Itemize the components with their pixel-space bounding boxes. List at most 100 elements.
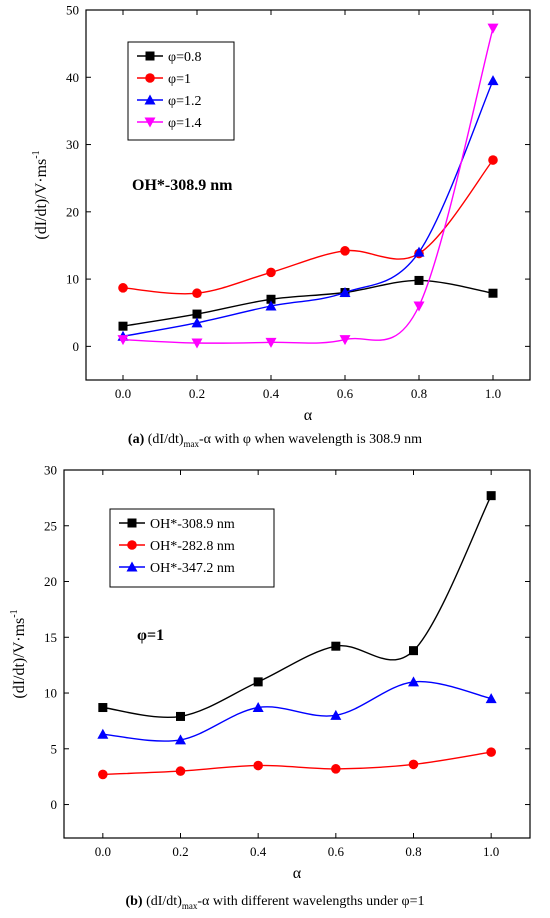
caption-a-pre: (dI/dt) xyxy=(144,432,184,447)
chart-b-series-line xyxy=(102,680,492,742)
chart-b: 0.0 0.2 0.4 0.6 0.8 1.0 0 5 10 15 20 25 30 α (dI/dt)/V… xyxy=(9,463,531,882)
chart-b-data-point xyxy=(98,703,108,713)
chart-a-legend-marker xyxy=(145,51,155,61)
chart-a-data-point xyxy=(191,338,203,349)
chart-b-series-2 xyxy=(97,676,497,745)
caption-a-letter: (a) xyxy=(127,432,145,447)
chart-b-x-tick-label: 0.4 xyxy=(250,844,267,859)
chart-a-data-point xyxy=(266,294,276,304)
caption-a: (a) (dI/dt)max-α with φ when wavelength … xyxy=(0,432,550,449)
chart-a-data-point xyxy=(339,287,351,298)
chart-a-x-tick-label: 0.4 xyxy=(263,386,280,401)
caption-a-sub: max xyxy=(183,438,200,449)
chart-b-plot-frame xyxy=(63,469,531,839)
chart-b-x-axis-label: α xyxy=(293,865,302,882)
chart-b-y-tick-label: 15 xyxy=(44,630,57,645)
chart-a-x-tick-label: 1.0 xyxy=(485,386,501,401)
chart-b-data-point xyxy=(253,760,263,771)
chart-a-x-tick-label: 0.6 xyxy=(337,386,354,401)
caption-b-post: -α with different wavelengths under φ=1 xyxy=(197,894,425,909)
chart-a-legend-label: φ=1 xyxy=(168,72,191,87)
chart-b-legend-label: OH*-308.9 nm xyxy=(150,517,235,532)
chart-a-data-point xyxy=(487,75,499,86)
chart-a-legend-marker xyxy=(144,94,156,105)
chart-b-x-tick-label: 0.2 xyxy=(172,844,188,859)
chart-a-x-tick-label: 0.2 xyxy=(189,386,205,401)
chart-a-series-1 xyxy=(118,155,498,299)
chart-b-y-axis-label-main: (dI/dt)/V·ms xyxy=(11,618,28,699)
caption-b: (b) (dI/dt)max-α with different waveleng… xyxy=(0,894,550,911)
chart-a-data-point xyxy=(117,335,129,346)
chart-a-data-point xyxy=(414,275,424,285)
chart-a-y-axis-label-main: (dI/dt)/V·ms xyxy=(33,159,50,240)
chart-a-data-point xyxy=(191,317,203,328)
chart-a-data-point xyxy=(488,288,498,298)
caption-a-post: -α with φ when wavelength is 308.9 nm xyxy=(199,432,423,447)
chart-a-data-point xyxy=(118,321,128,331)
chart-a-legend-label: φ=1.2 xyxy=(168,94,201,109)
chart-b-x-tick-label: 0.6 xyxy=(328,844,345,859)
chart-b-data-point xyxy=(97,728,109,739)
chart-b-series-0 xyxy=(98,491,496,721)
chart-a-x-axis-label: α xyxy=(304,407,313,424)
chart-b-data-point xyxy=(486,747,496,757)
chart-a-series-3 xyxy=(117,23,499,349)
chart-b-legend-marker xyxy=(127,540,137,550)
chart-a-x-tick-label: 0.0 xyxy=(115,386,131,401)
chart-a-y-tick-label: 30 xyxy=(66,137,79,152)
chart-a-y-tick-label: 0 xyxy=(73,339,80,354)
chart-a-y-tick-label: 40 xyxy=(66,70,79,85)
chart-a-data-point xyxy=(118,283,128,293)
chart-b-data-point xyxy=(252,702,264,713)
chart-b-legend-label: OH*-347.2 nm xyxy=(150,561,235,576)
chart-b-y-tick-label: 5 xyxy=(51,741,58,756)
chart-a: 0.0 0.2 0.4 0.6 0.8 1.0 0 10 20 30 40 50 α (dI/dt)/V·… xyxy=(31,3,531,424)
chart-a-y-axis-label: (dI/dt)/V·ms-1 xyxy=(31,150,50,239)
chart-b-data-point xyxy=(331,764,341,774)
chart-b-data-point xyxy=(408,759,419,770)
chart-b-data-point xyxy=(408,676,419,687)
chart-b-x-tick-label: 0.0 xyxy=(95,844,111,859)
chart-b-legend-marker xyxy=(127,518,137,528)
chart-a-y-axis-label-sup: -1 xyxy=(31,150,42,158)
chart-b-x-tick-label: 1.0 xyxy=(483,844,499,859)
chart-b-y-tick-label: 25 xyxy=(44,518,57,533)
chart-a-data-point xyxy=(487,23,499,34)
chart-a-data-point xyxy=(192,309,202,319)
chart-b-y-tick-label: 30 xyxy=(44,463,57,478)
chart-b-y-axis-label-sup: -1 xyxy=(9,609,20,617)
chart-b-annotation: φ=1 xyxy=(137,627,164,644)
chart-a-data-point xyxy=(266,267,276,278)
chart-a-plot-frame xyxy=(85,9,531,381)
chart-b-legend-box xyxy=(109,508,275,588)
chart-a-data-point xyxy=(340,246,350,256)
chart-b-y-tick-label: 10 xyxy=(44,686,57,701)
chart-a-x-tick-label: 0.8 xyxy=(411,386,427,401)
chart-b-data-point xyxy=(175,734,186,745)
chart-b-y-tick-label: 0 xyxy=(51,797,58,812)
chart-a-legend-label: φ=0.8 xyxy=(168,50,201,65)
chart-a-legend: φ=0.8 φ=1 φ=1.2 φ=1.4 xyxy=(127,41,235,141)
chart-a-annotation: OH*-308.9 nm xyxy=(132,177,233,194)
caption-b-letter: (b) xyxy=(125,894,143,909)
chart-b-data-point xyxy=(330,709,342,720)
chart-a-data-point xyxy=(413,301,425,312)
chart-a-legend-marker xyxy=(144,117,156,128)
chart-b-legend-label: OH*-282.8 nm xyxy=(150,539,235,554)
caption-b-pre: (dI/dt) xyxy=(142,894,182,909)
chart-b-data-point xyxy=(409,646,418,656)
chart-b-legend-marker xyxy=(126,561,138,572)
chart-b-data-point xyxy=(175,766,186,776)
chart-b-data-point xyxy=(485,693,497,704)
chart-a-y-tick-label: 50 xyxy=(66,3,79,18)
chart-a-series-line xyxy=(122,279,494,327)
chart-b-series-1 xyxy=(98,747,496,780)
chart-a-data-point xyxy=(488,155,498,165)
chart-b-data-point xyxy=(331,641,341,651)
chart-a-data-point xyxy=(265,300,277,311)
chart-b-series-line xyxy=(102,751,492,776)
chart-a-y-tick-label: 20 xyxy=(66,204,79,219)
chart-b-data-point xyxy=(176,711,185,721)
chart-b-data-point xyxy=(253,677,263,687)
chart-a-data-point xyxy=(339,335,351,346)
